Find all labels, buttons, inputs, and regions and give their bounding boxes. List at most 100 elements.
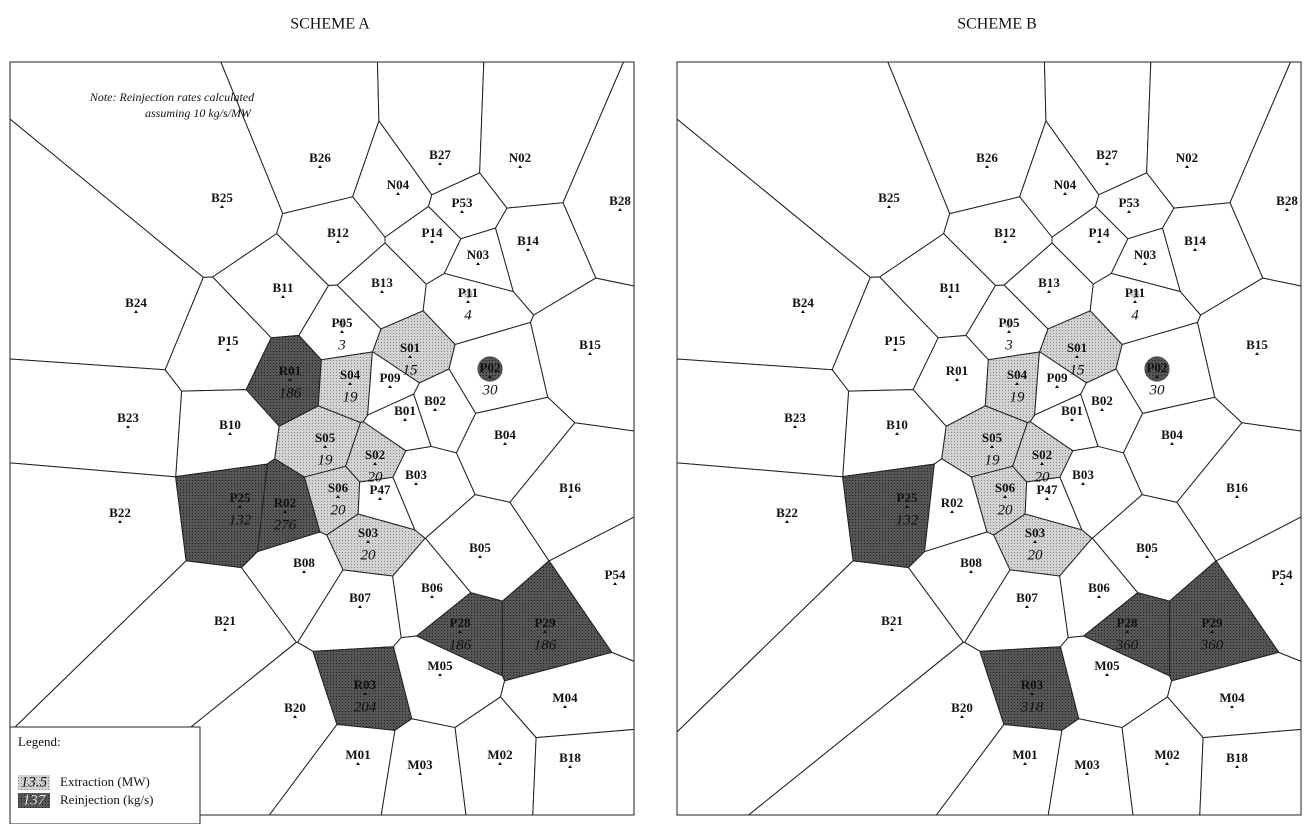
site-marker: [1075, 355, 1079, 358]
cell-label: B05: [1136, 540, 1158, 555]
site-marker: [118, 520, 122, 523]
cell-value: 4: [464, 307, 472, 323]
site-marker: [363, 692, 367, 695]
cell-label: P15: [885, 333, 906, 348]
cell-label: B18: [1226, 750, 1248, 765]
cell-value: 3: [337, 337, 346, 353]
cell-label: N04: [387, 177, 410, 192]
site-marker: [1007, 330, 1011, 333]
cell-label: N02: [1176, 150, 1198, 165]
cell-label: B07: [349, 590, 371, 605]
site-marker: [887, 205, 891, 208]
site-marker: [1045, 497, 1049, 500]
cell-label: P15: [218, 333, 239, 348]
cell-label: B04: [1161, 427, 1183, 442]
site-marker: [388, 385, 392, 388]
site-marker: [1025, 605, 1029, 608]
site-marker: [568, 495, 572, 498]
site-marker: [518, 165, 522, 168]
cell-label: B18: [559, 750, 581, 765]
panel-title: SCHEME A: [290, 16, 370, 33]
site-marker: [293, 715, 297, 718]
cell-label: B16: [559, 480, 581, 495]
cell-label: R01: [946, 363, 968, 378]
cell-value: 19: [343, 389, 359, 405]
well-marker: [338, 320, 346, 328]
cell-label: B13: [1038, 275, 1060, 290]
cell-label: M04: [552, 690, 578, 705]
cell-label: N03: [467, 247, 490, 262]
site-marker: [1143, 262, 1147, 265]
cell-label: B03: [405, 467, 427, 482]
cell-value: 186: [279, 385, 302, 401]
cell-label: S03: [1025, 525, 1046, 540]
site-marker: [488, 375, 492, 378]
cell-value: 20: [368, 469, 384, 485]
cell-label: P14: [422, 225, 443, 240]
cell-value: 186: [449, 637, 472, 653]
cell-value: 19: [985, 452, 1001, 468]
site-marker: [323, 445, 327, 448]
cell-label: B25: [878, 190, 900, 205]
cell-label: B22: [776, 505, 798, 520]
cell-label: B02: [424, 393, 446, 408]
cell-label: B16: [1226, 480, 1248, 495]
cell-label: M03: [407, 757, 433, 772]
site-marker: [1081, 482, 1085, 485]
site-marker: [408, 355, 412, 358]
site-marker: [905, 505, 909, 508]
cell-label: P25: [230, 490, 251, 505]
site-marker: [476, 262, 480, 265]
cell-label: M05: [1094, 658, 1120, 673]
cell-label: B08: [293, 555, 315, 570]
site-marker: [1003, 240, 1007, 243]
cell-label: P02: [1147, 360, 1168, 375]
site-marker: [380, 290, 384, 293]
site-marker: [1170, 442, 1174, 445]
site-marker: [985, 165, 989, 168]
legend-label: Reinjection (kg/s): [60, 792, 154, 807]
note: Note: Reinjection rates calculated: [89, 90, 255, 104]
site-marker: [948, 295, 952, 298]
site-marker: [890, 628, 894, 631]
cell-label: B11: [940, 280, 961, 295]
site-marker: [318, 165, 322, 168]
cell-label: P09: [380, 370, 401, 385]
cell-label: P54: [1272, 567, 1293, 582]
cell-label: B20: [284, 700, 306, 715]
cell-value: 19: [1010, 389, 1026, 405]
cell-label: P09: [1047, 370, 1068, 385]
site-marker: [785, 520, 789, 523]
cell: [9, 358, 183, 478]
site-marker: [1033, 540, 1037, 543]
site-marker: [418, 772, 422, 775]
cell-label: R03: [1021, 677, 1044, 692]
cell-label: B12: [994, 225, 1016, 240]
site-marker: [1030, 692, 1034, 695]
cell-label: M04: [1219, 690, 1245, 705]
cell-label: B23: [784, 410, 806, 425]
cell-label: M03: [1074, 757, 1100, 772]
site-marker: [1055, 385, 1059, 388]
cell-label: N03: [1134, 247, 1157, 262]
cell-label: B01: [1061, 403, 1083, 418]
cell-label: N02: [509, 150, 531, 165]
cell-label: B11: [273, 280, 294, 295]
site-marker: [969, 570, 973, 573]
site-marker: [458, 630, 462, 633]
legend-swatch: [18, 775, 50, 790]
cell-label: P28: [450, 615, 471, 630]
site-marker: [1085, 772, 1089, 775]
cell-label: P47: [1037, 482, 1058, 497]
site-marker: [563, 705, 567, 708]
cell-label: B22: [109, 505, 131, 520]
site-marker: [893, 348, 897, 351]
cell: [175, 463, 268, 569]
cell-label: P25: [897, 490, 918, 505]
site-marker: [1280, 582, 1284, 585]
panel-title: SCHEME B: [957, 16, 1037, 33]
site-marker: [1040, 462, 1044, 465]
cell-label: B12: [327, 225, 349, 240]
site-marker: [478, 555, 482, 558]
cell-label: S01: [1067, 340, 1087, 355]
